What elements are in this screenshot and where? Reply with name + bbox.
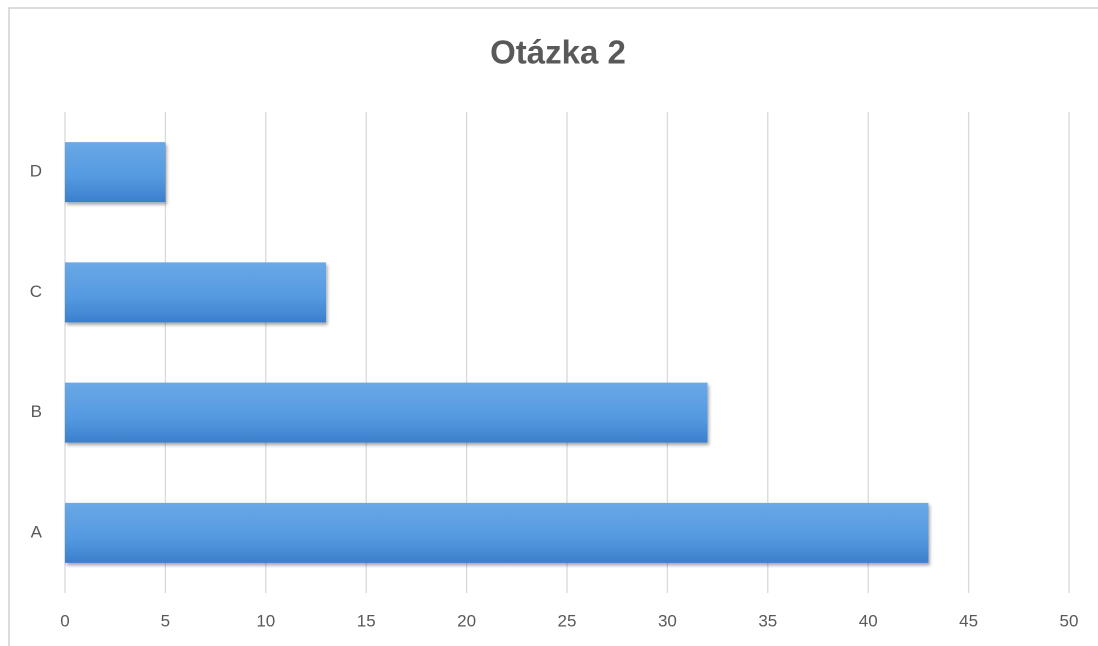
bar — [65, 382, 708, 443]
bars: A B C D — [30, 142, 929, 563]
bar — [65, 502, 929, 563]
x-tick-label: 5 — [161, 611, 170, 630]
x-tick-label: 20 — [457, 611, 476, 630]
y-tick-label: B — [31, 402, 42, 421]
x-tick-label: 45 — [959, 611, 978, 630]
y-tick-label: D — [30, 162, 42, 181]
x-tick-label: 50 — [1060, 611, 1079, 630]
x-tick-label: 15 — [357, 611, 376, 630]
x-tick-label: 10 — [256, 611, 275, 630]
bar — [65, 142, 166, 203]
x-tick-label: 40 — [859, 611, 878, 630]
chart-title: Otázka 2 — [490, 34, 626, 71]
bar — [65, 262, 327, 323]
y-tick-label: C — [30, 282, 42, 301]
y-tick-label: A — [31, 522, 43, 541]
x-tick-label: 0 — [60, 611, 69, 630]
x-tick-label: 25 — [558, 611, 577, 630]
x-tick-label: 30 — [658, 611, 677, 630]
x-tick-label: 35 — [758, 611, 777, 630]
chart-frame — [8, 7, 1098, 646]
